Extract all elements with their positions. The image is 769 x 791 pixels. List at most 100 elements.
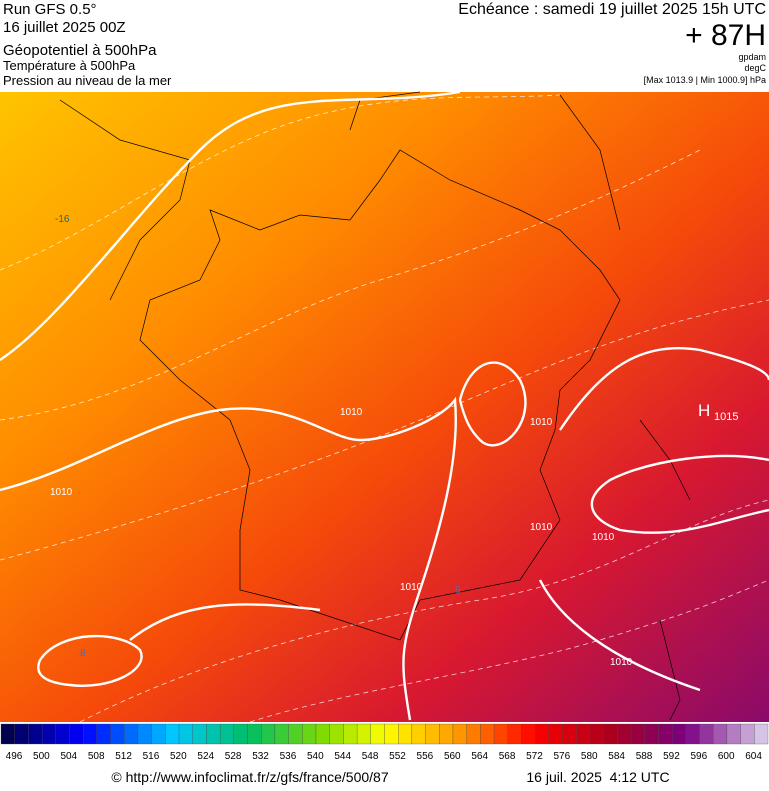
color-swatch: [493, 723, 508, 745]
contour-label: 1010: [592, 532, 615, 543]
colorbar-label: 556: [417, 751, 434, 762]
unit: degC: [744, 63, 766, 73]
param: Température à 500hPa: [3, 58, 136, 73]
color-swatch: [137, 723, 152, 745]
color-swatch: [644, 723, 659, 745]
color-swatch: [288, 723, 303, 745]
color-swatch: [315, 723, 330, 745]
contour-label: 8: [80, 648, 86, 659]
colorbar-label: 528: [225, 751, 242, 762]
contour-label: 1010: [530, 417, 553, 428]
color-swatch: [658, 723, 673, 745]
color-swatch: [343, 723, 358, 745]
color-swatch: [521, 723, 536, 745]
colorbar-label: 564: [471, 751, 488, 762]
color-swatch: [452, 723, 467, 745]
param: Géopotentiel à 500hPa: [3, 42, 157, 59]
color-swatch: [110, 723, 125, 745]
color-swatch: [507, 723, 522, 745]
colorbar-label: 524: [197, 751, 214, 762]
contour-label: 1010: [50, 487, 73, 498]
contour-label: 1010: [340, 407, 363, 418]
color-swatch: [398, 723, 413, 745]
color-swatch: [562, 723, 577, 745]
color-swatch: [370, 723, 385, 745]
colorbar: 496 500 504 508 512 516 520 524 528 532 536 540 544 5…: [0, 723, 769, 762]
color-swatch: [83, 723, 98, 745]
colorbar-label: 604: [745, 751, 762, 762]
contour-label: -16: [55, 214, 70, 225]
colorbar-label: 536: [280, 751, 297, 762]
color-swatch: [439, 723, 454, 745]
pressure-range: [Max 1013.9 | Min 1000.9] hPa: [644, 75, 766, 85]
contour-label: 1010: [530, 522, 553, 533]
color-swatch: [535, 723, 550, 745]
lead-time: + 87H: [685, 19, 766, 52]
color-swatch: [425, 723, 440, 745]
color-swatch: [165, 723, 180, 745]
colorbar-label: 512: [115, 751, 132, 762]
field: [0, 92, 769, 722]
color-swatch: [69, 723, 84, 745]
color-swatch: [589, 723, 604, 745]
colorbar-label: 592: [663, 751, 680, 762]
contour-label: 1010: [400, 582, 423, 593]
color-swatch: [329, 723, 344, 745]
colorbar-label: 548: [362, 751, 379, 762]
color-swatch: [548, 723, 563, 745]
color-swatch: [14, 723, 29, 745]
colorbar-label: 544: [334, 751, 351, 762]
colorbar-label: 500: [33, 751, 50, 762]
color-swatch: [480, 723, 495, 745]
color-swatch: [219, 723, 234, 745]
colorbar-label: 560: [444, 751, 461, 762]
colorbar-label: 496: [6, 751, 23, 762]
contour-label: 1010: [610, 657, 633, 668]
color-swatch: [124, 723, 139, 745]
color-swatch: [192, 723, 207, 745]
high-pressure-value: 1015: [714, 411, 738, 423]
colorbar-label: 600: [718, 751, 735, 762]
colorbar-label: 504: [60, 751, 77, 762]
title: Run GFS 0.5°: [3, 1, 97, 18]
colorbar-label: 580: [581, 751, 598, 762]
color-swatch: [151, 723, 166, 745]
color-swatch: [740, 723, 755, 745]
param: Pression au niveau de la mer: [3, 73, 172, 88]
color-swatch: [261, 723, 276, 745]
color-swatch: [685, 723, 700, 745]
color-swatch: [233, 723, 248, 745]
colorbar-label: 584: [608, 751, 625, 762]
color-swatch: [41, 723, 56, 745]
map: -16 1010 1010 1010 1010 1010 1010 1010 8…: [0, 90, 769, 723]
colorbar-label: 588: [636, 751, 653, 762]
colorbar-label: 516: [143, 751, 160, 762]
color-swatch: [55, 723, 70, 745]
run: 16 juillet 2025 00Z: [3, 19, 126, 36]
color-swatch: [356, 723, 371, 745]
colorbar-label: 552: [389, 751, 406, 762]
isobars: [0, 90, 769, 721]
footer-date: 16 juil. 2025 4:12 UTC: [526, 769, 669, 785]
echeance: Echéance : samedi 19 juillet 2025 15h UT…: [458, 1, 766, 18]
unit: gpdam: [738, 52, 766, 62]
colorbar-label: 596: [690, 751, 707, 762]
color-swatch: [0, 723, 15, 745]
color-swatch: [754, 723, 769, 745]
footer-url: © http://www.infoclimat.fr/z/gfs/france/…: [111, 769, 388, 785]
color-swatch: [178, 723, 193, 745]
color-swatch: [630, 723, 645, 745]
color-swatch: [96, 723, 111, 745]
color-swatch: [384, 723, 399, 745]
color-swatch: [411, 723, 426, 745]
color-swatch: [576, 723, 591, 745]
color-swatch: [617, 723, 632, 745]
contour-labels: -16 1010 1010 1010 1010 1010 1010 1010 8…: [50, 214, 633, 668]
contour-label: 8: [455, 585, 461, 596]
color-swatch: [713, 723, 728, 745]
high-pressure-letter: H: [698, 401, 710, 420]
colorbar-label: 576: [554, 751, 571, 762]
color-swatch: [726, 723, 741, 745]
colorbar-label: 532: [252, 751, 269, 762]
